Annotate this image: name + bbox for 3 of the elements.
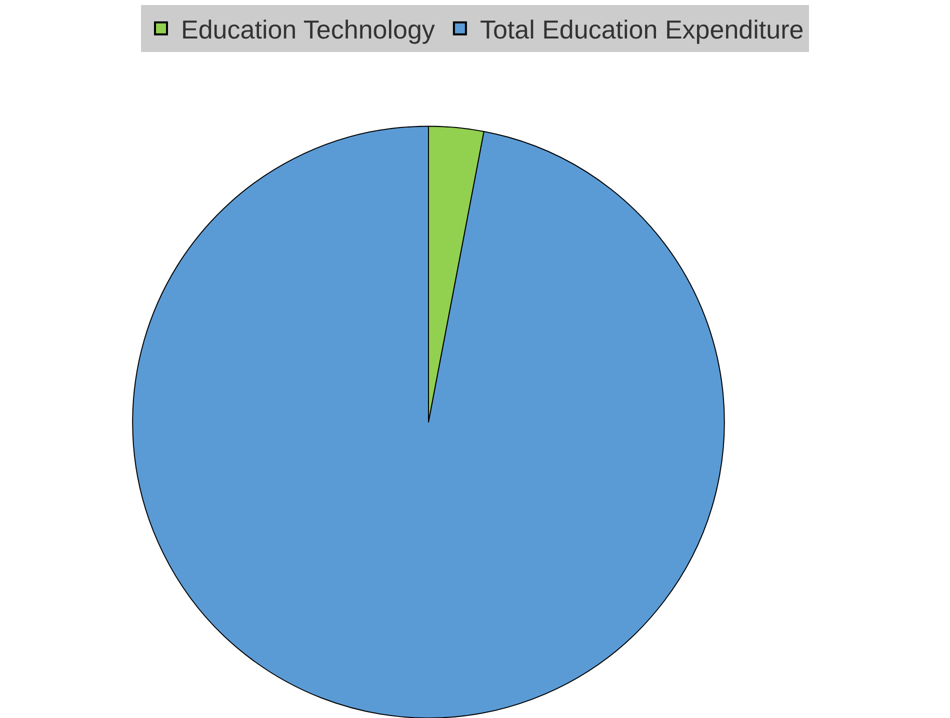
pie-slice [132,126,725,718]
legend-label: Education Technology [181,14,435,45]
legend-label: Total Education Expenditure [480,14,804,45]
